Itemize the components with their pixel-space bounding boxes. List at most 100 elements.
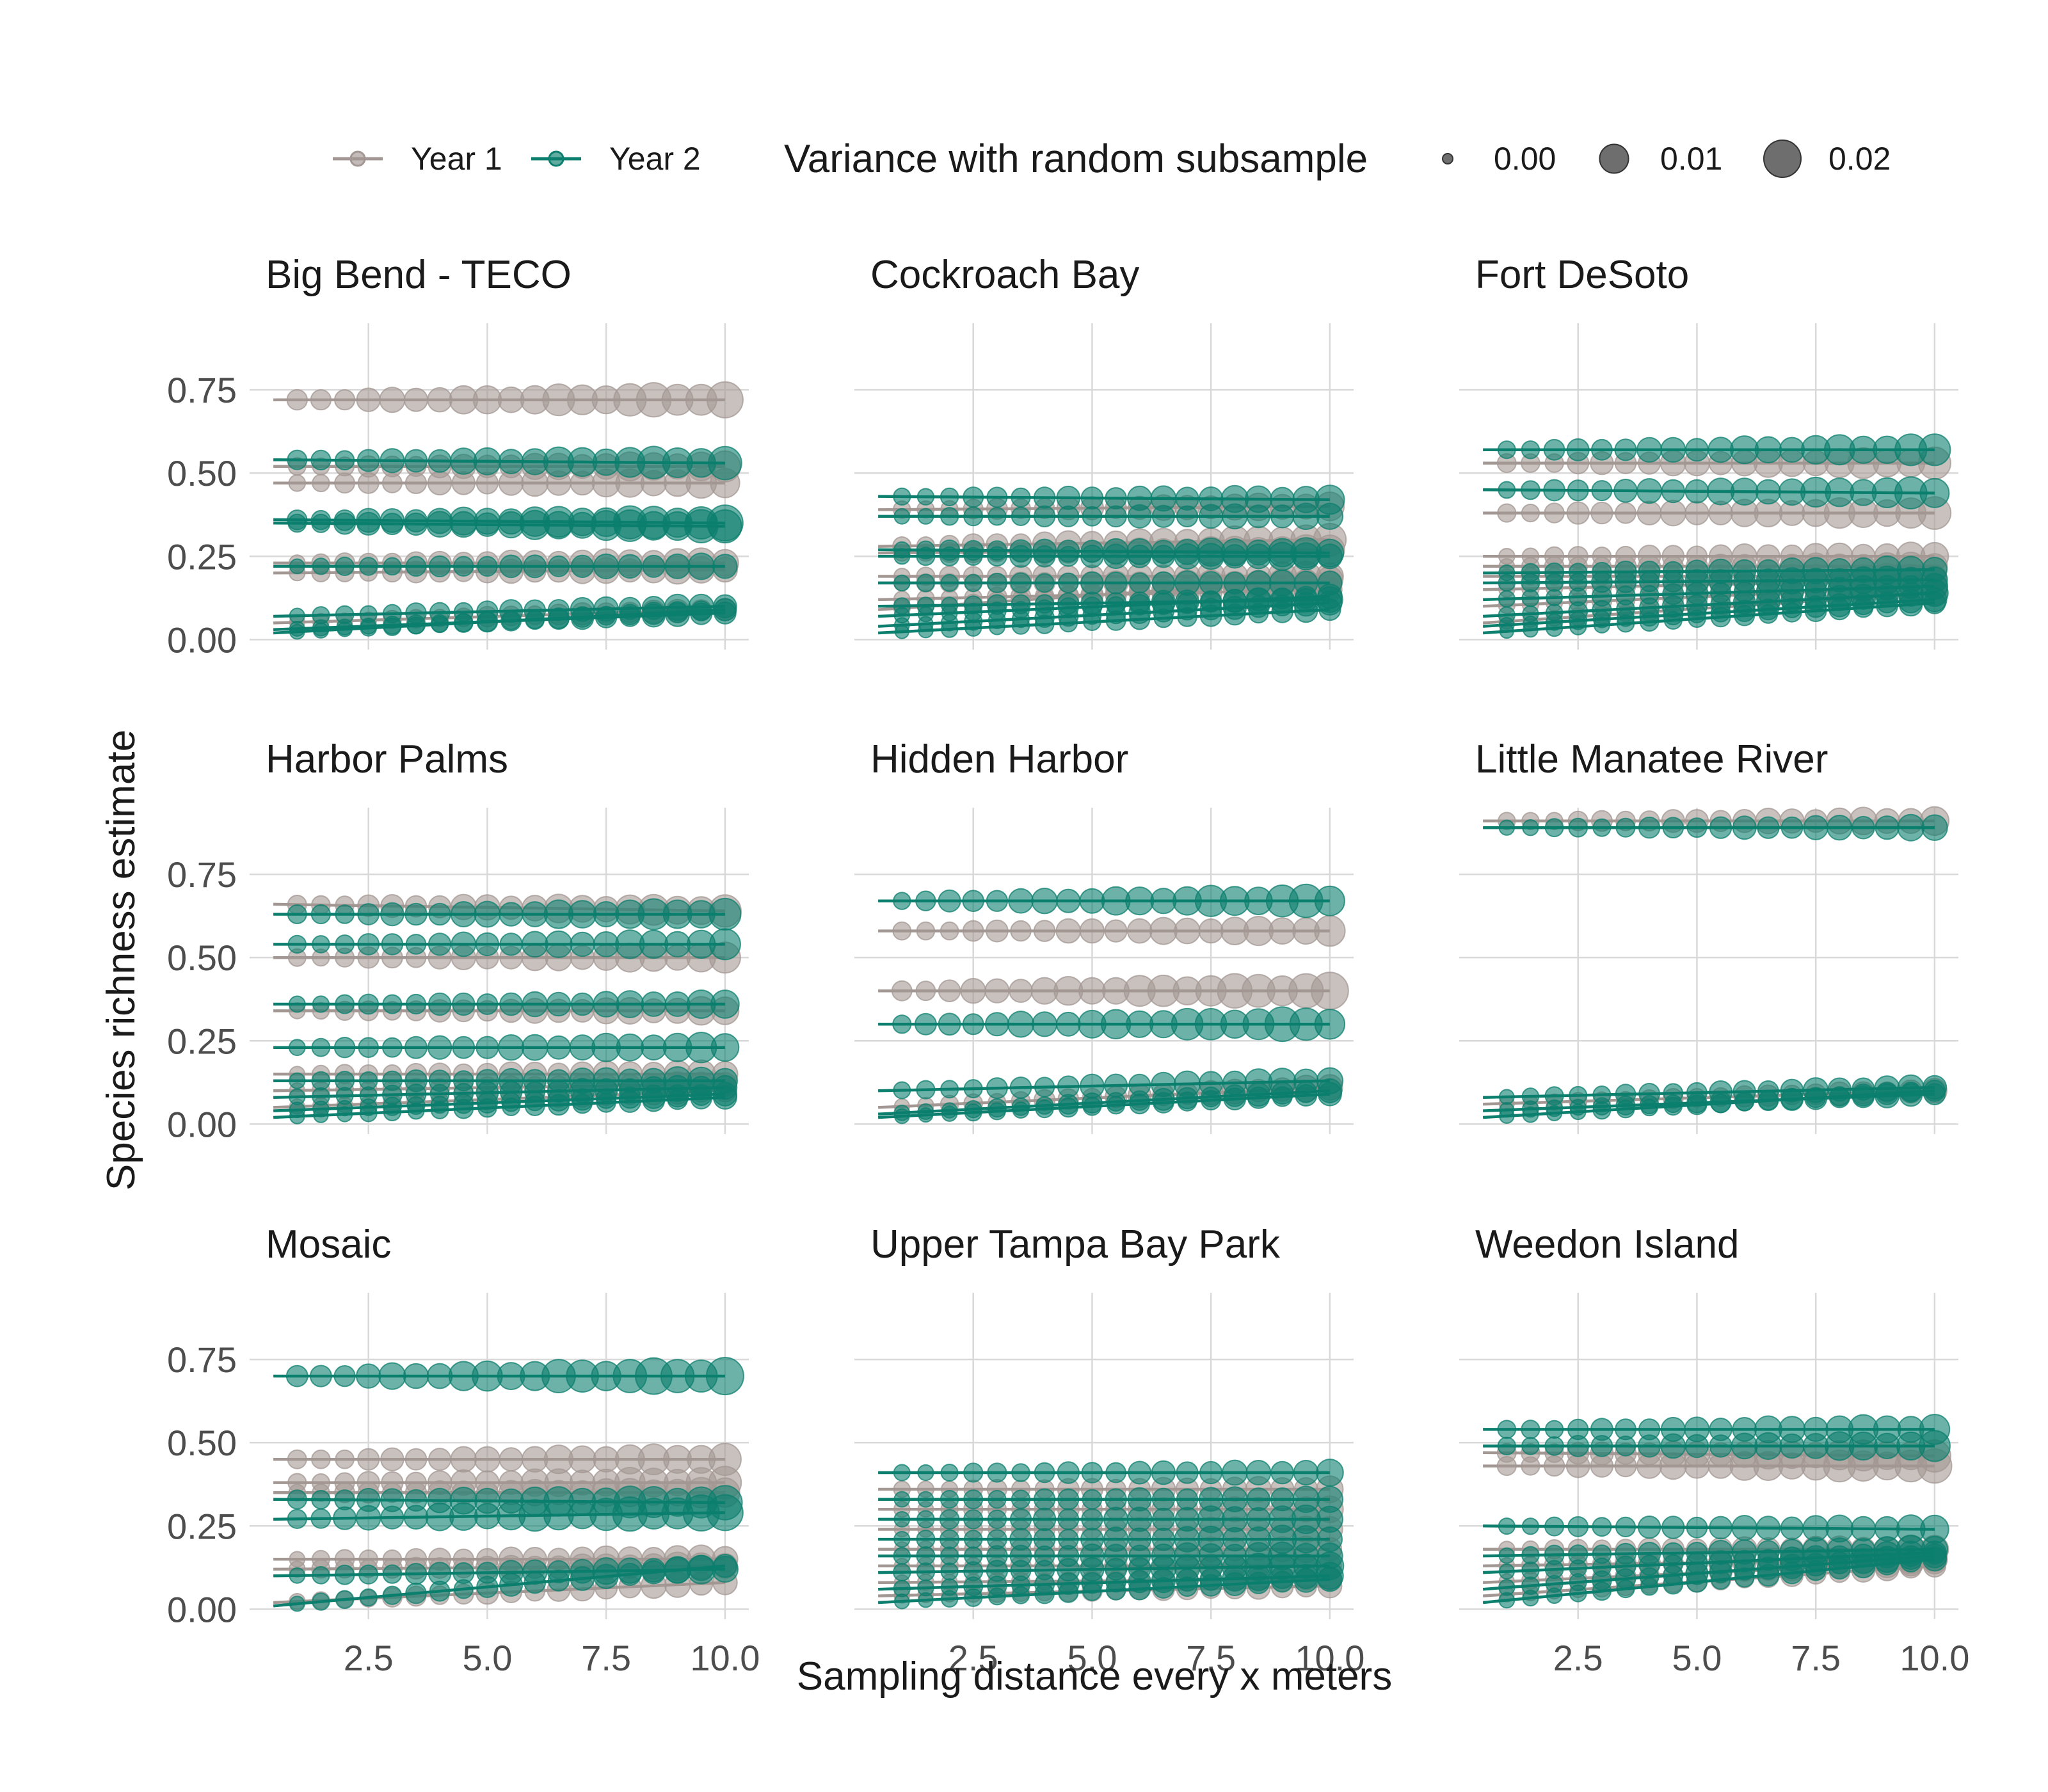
data-point bbox=[1011, 506, 1031, 526]
data-point bbox=[963, 547, 983, 566]
data-point bbox=[1081, 1508, 1103, 1531]
data-point bbox=[429, 1580, 451, 1602]
facet-big-bend-teco: Big Bend - TECO 0.00 0.25 0.50 0.75 bbox=[167, 253, 749, 660]
series-year-2 bbox=[273, 598, 737, 640]
data-point bbox=[664, 991, 691, 1017]
data-point bbox=[310, 449, 332, 471]
data-point bbox=[1709, 1434, 1732, 1458]
data-point bbox=[893, 1491, 911, 1508]
data-point bbox=[705, 1357, 744, 1396]
data-point bbox=[289, 558, 305, 575]
data-point bbox=[915, 890, 936, 911]
data-point bbox=[287, 934, 307, 954]
data-point bbox=[687, 552, 716, 580]
data-point bbox=[1105, 1462, 1126, 1484]
data-point bbox=[1057, 1508, 1080, 1530]
data-point bbox=[356, 449, 380, 472]
data-point bbox=[1498, 590, 1516, 608]
data-point bbox=[962, 920, 984, 942]
data-point bbox=[499, 902, 524, 927]
data-point bbox=[1590, 1435, 1613, 1457]
data-point bbox=[1684, 479, 1709, 504]
data-point bbox=[407, 616, 425, 635]
data-point bbox=[474, 900, 501, 928]
data-point bbox=[1754, 1432, 1782, 1460]
legend: Year 1 Year 2 Variance with random subsamp… bbox=[333, 137, 1891, 181]
data-point bbox=[1663, 611, 1683, 630]
x-tick-label: 5.0 bbox=[1672, 1638, 1722, 1678]
data-point bbox=[1731, 1432, 1758, 1460]
data-point bbox=[1688, 609, 1706, 628]
data-point bbox=[1900, 1082, 1922, 1103]
data-point bbox=[1636, 478, 1663, 504]
data-point bbox=[1780, 1516, 1804, 1540]
series-year-2 bbox=[273, 1032, 740, 1064]
data-point bbox=[1756, 1516, 1781, 1540]
data-point bbox=[382, 1585, 403, 1605]
data-point bbox=[404, 1563, 428, 1585]
series-year-2 bbox=[877, 598, 1341, 639]
data-point bbox=[1055, 918, 1082, 944]
data-point bbox=[1780, 1088, 1804, 1110]
data-point bbox=[1614, 438, 1637, 461]
data-point bbox=[524, 1095, 545, 1117]
data-point bbox=[1661, 479, 1686, 504]
data-point bbox=[1295, 1084, 1318, 1107]
data-point bbox=[1177, 1576, 1197, 1597]
size-legend-key-0.01: 0.01 bbox=[1599, 141, 1722, 177]
data-point bbox=[1198, 504, 1224, 529]
data-point bbox=[311, 1449, 331, 1469]
data-point bbox=[1292, 542, 1320, 571]
data-point bbox=[1058, 572, 1079, 594]
data-point bbox=[1011, 616, 1030, 635]
data-point bbox=[285, 1364, 308, 1388]
data-point bbox=[546, 1035, 571, 1060]
data-point bbox=[1543, 438, 1565, 461]
data-point bbox=[893, 574, 911, 592]
data-point bbox=[333, 1506, 357, 1530]
data-point bbox=[1176, 1461, 1199, 1484]
data-point bbox=[1919, 477, 1950, 508]
data-point bbox=[499, 932, 523, 956]
data-point bbox=[360, 619, 378, 637]
data-point bbox=[333, 512, 356, 535]
data-point bbox=[1318, 598, 1341, 621]
data-point bbox=[962, 890, 984, 912]
data-point bbox=[1567, 479, 1589, 502]
data-point bbox=[1177, 1091, 1197, 1112]
data-point bbox=[473, 447, 502, 476]
data-point bbox=[1637, 1434, 1661, 1458]
data-point bbox=[1317, 1566, 1343, 1592]
data-point bbox=[312, 1592, 330, 1611]
data-point bbox=[940, 1590, 959, 1608]
data-point bbox=[916, 1562, 936, 1581]
data-point bbox=[404, 1036, 428, 1059]
data-point bbox=[1009, 979, 1033, 1003]
data-point bbox=[1732, 815, 1757, 840]
data-point bbox=[335, 556, 355, 577]
data-point bbox=[1055, 1011, 1081, 1037]
data-point bbox=[706, 381, 744, 419]
x-tick-label: 7.5 bbox=[581, 1638, 631, 1678]
data-point bbox=[1223, 1087, 1247, 1110]
data-point bbox=[1754, 436, 1782, 464]
data-point bbox=[1923, 591, 1946, 614]
data-point bbox=[593, 991, 620, 1018]
data-point bbox=[383, 1103, 402, 1122]
data-point bbox=[916, 1510, 935, 1529]
y-tick-label: 0.75 bbox=[167, 370, 237, 410]
data-point bbox=[1709, 1516, 1733, 1540]
data-point bbox=[428, 555, 451, 578]
data-point bbox=[1127, 504, 1152, 529]
data-point bbox=[1590, 501, 1613, 525]
data-point bbox=[1199, 1574, 1222, 1597]
data-point bbox=[430, 1101, 449, 1119]
data-point bbox=[356, 1363, 381, 1389]
data-point bbox=[1221, 503, 1248, 530]
data-point bbox=[288, 1039, 306, 1057]
data-point bbox=[616, 990, 644, 1018]
data-point bbox=[405, 556, 427, 577]
data-point bbox=[356, 511, 381, 536]
data-point bbox=[596, 605, 616, 626]
